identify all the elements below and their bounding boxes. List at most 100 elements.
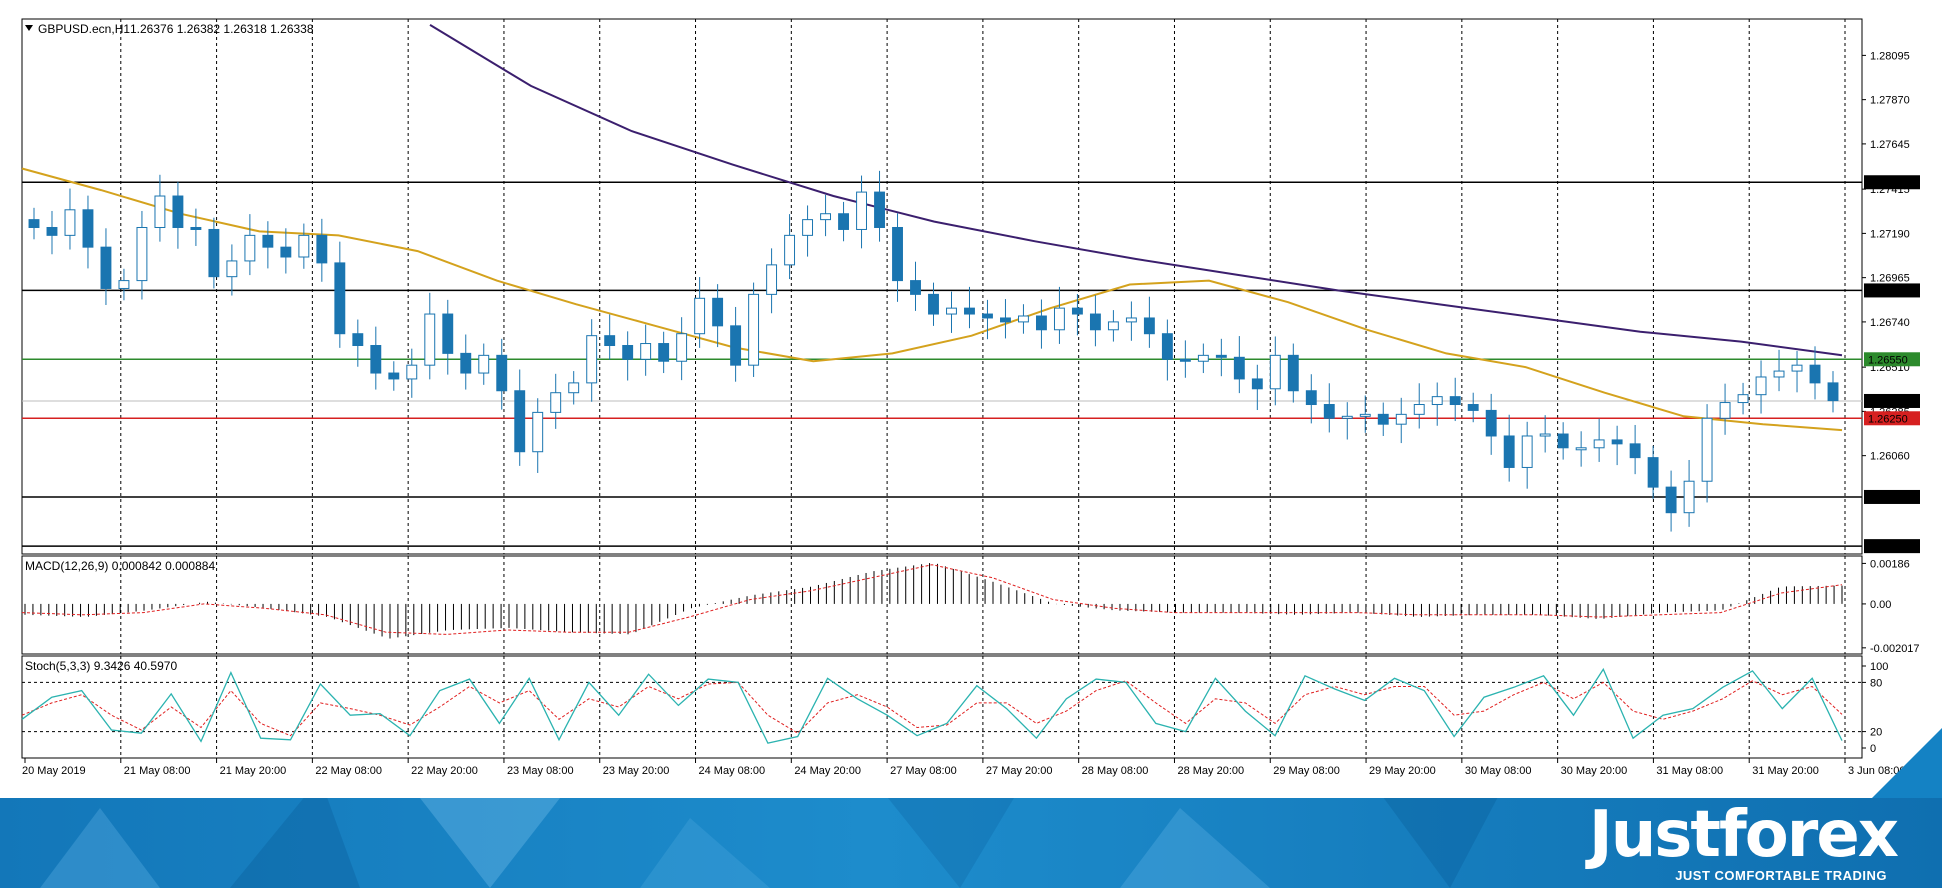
candle: [1413, 383, 1425, 429]
time-tick-label: 31 May 20:00: [1752, 765, 1819, 777]
candle-body: [694, 297, 706, 335]
candle-body: [910, 280, 921, 295]
candle: [1305, 374, 1317, 424]
time-tick-label: 23 May 08:00: [507, 765, 574, 777]
candle: [154, 174, 166, 242]
price-level-label: 1.26550: [1868, 354, 1908, 366]
candle-body: [352, 333, 364, 347]
candle-body: [136, 226, 148, 282]
candle-body: [478, 354, 490, 374]
candle-body: [118, 280, 130, 289]
decor-shape: [1120, 808, 1270, 888]
candle-body: [1809, 364, 1821, 384]
trading-chart[interactable]: 1.280951.278701.276451.274151.271901.269…: [0, 0, 1942, 798]
candle-body: [1467, 404, 1479, 411]
candle: [1161, 319, 1173, 381]
candle-body: [1737, 394, 1749, 404]
candle: [1665, 470, 1677, 532]
candle-body: [532, 411, 544, 453]
candle-body: [1827, 382, 1839, 402]
candle-body: [442, 313, 454, 354]
brand-tagline: JUST COMFORTABLE TRADING: [1675, 868, 1887, 883]
time-tick-label: 24 May 08:00: [699, 765, 766, 777]
candle: [208, 217, 220, 289]
current-price-tag: 1.26338: [1864, 393, 1920, 408]
candle: [532, 398, 544, 473]
candle-body: [676, 333, 688, 362]
price-level-label: 1.25600: [1868, 541, 1908, 553]
price-tick-label: 1.27190: [1870, 228, 1910, 240]
candle: [1719, 383, 1731, 435]
candle: [1377, 402, 1389, 436]
candle-body: [1125, 317, 1137, 323]
price-level-label: 1.26900: [1868, 285, 1908, 297]
price-tick-label: 1.27870: [1870, 95, 1910, 107]
candle-body: [982, 313, 993, 319]
candle-body: [550, 392, 562, 413]
candle: [1467, 392, 1479, 423]
candle: [1755, 360, 1767, 414]
time-tick-label: 24 May 20:00: [794, 765, 861, 777]
candle-body: [388, 372, 400, 380]
current-price-label: 1.26338: [1868, 396, 1908, 408]
candle: [982, 299, 993, 340]
candle-body: [1251, 378, 1263, 390]
price-level-tag: 1.26550: [1864, 352, 1920, 367]
candle-body: [1107, 321, 1119, 331]
candle-body: [514, 390, 526, 453]
candle: [172, 181, 184, 249]
candle: [1251, 364, 1263, 411]
candle: [1323, 383, 1335, 433]
price-pane[interactable]: 1.280951.278701.276451.274151.271901.269…: [21, 18, 1920, 555]
candle: [1647, 445, 1659, 499]
candle: [280, 228, 292, 274]
candle-body: [784, 234, 796, 266]
candle-body: [1647, 457, 1659, 488]
candle: [1431, 382, 1443, 426]
macd-tick-label: -0.002017: [1870, 643, 1920, 655]
time-tick-label: 22 May 20:00: [411, 765, 478, 777]
price-level-tag-bg: [1864, 539, 1920, 554]
candle-body: [154, 195, 166, 228]
candle: [478, 343, 490, 385]
candle-body: [1629, 443, 1641, 459]
candle-body: [1000, 317, 1011, 323]
candle: [838, 201, 849, 242]
candle-body: [604, 335, 616, 347]
candle: [496, 338, 508, 410]
candle: [1000, 299, 1011, 339]
brand-name: Justforex: [1588, 798, 1899, 872]
ohlc-values: 1.26376 1.26382 1.26318 1.26338: [130, 22, 314, 36]
candle: [226, 244, 238, 296]
candle-body: [1503, 435, 1515, 468]
candle: [1485, 393, 1497, 455]
candle-body: [802, 219, 814, 236]
candle: [64, 188, 76, 250]
macd-pane[interactable]: 0.00186 0.00 -0.002017 MACD(12,26,9) 0.000…: [21, 555, 1920, 655]
price-levels: [22, 181, 1862, 547]
candle: [748, 282, 760, 377]
candle: [388, 361, 400, 391]
candle: [424, 292, 436, 380]
brand-logo: Justforex JUST COMFORTABLE TRADING: [1588, 798, 1899, 883]
candle-body: [1701, 417, 1713, 482]
price-level-tag: 1.25850: [1864, 489, 1920, 504]
candle: [1143, 296, 1155, 348]
candle: [1071, 293, 1083, 336]
candle-body: [766, 264, 778, 295]
price-tick-label: 1.26060: [1870, 451, 1910, 463]
candle-body: [406, 364, 418, 380]
candle: [676, 317, 688, 381]
candle: [1233, 336, 1245, 394]
candle: [730, 306, 742, 382]
candle: [1611, 425, 1623, 466]
candle: [928, 282, 939, 326]
candle: [190, 208, 202, 246]
time-tick-label: 29 May 20:00: [1369, 765, 1436, 777]
candle-body: [658, 343, 670, 362]
collapse-triangle-icon[interactable]: [25, 25, 33, 31]
candle: [1269, 336, 1281, 406]
candle-body: [1449, 396, 1461, 406]
candle-body: [748, 293, 760, 366]
